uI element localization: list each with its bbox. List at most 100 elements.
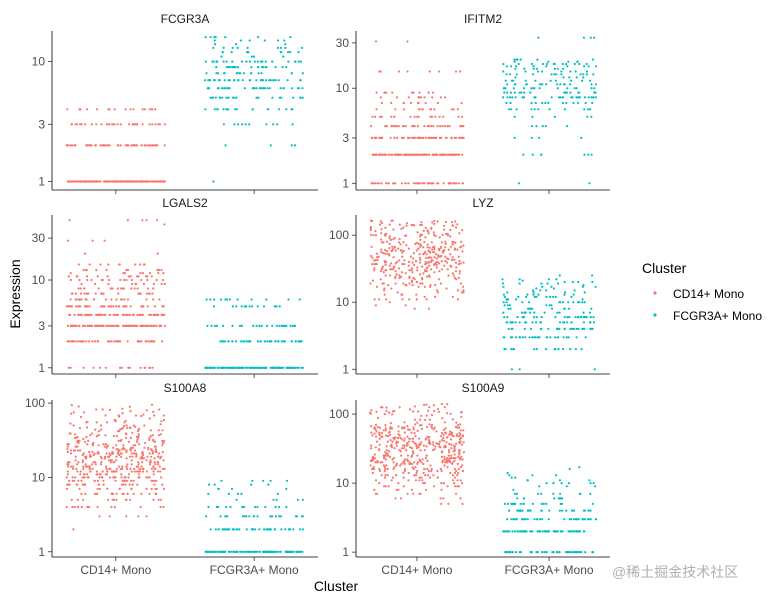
data-point-cd14 bbox=[83, 305, 87, 308]
data-point-cd14 bbox=[69, 272, 72, 275]
data-point-fcgr3a bbox=[526, 479, 530, 482]
data-point-cd14 bbox=[444, 242, 447, 245]
data-point-fcgr3a bbox=[524, 336, 527, 339]
data-point-cd14 bbox=[96, 505, 99, 509]
data-point-fcgr3a bbox=[571, 280, 575, 284]
data-point-fcgr3a bbox=[213, 324, 216, 327]
data-point-cd14 bbox=[427, 260, 430, 263]
data-point-cd14 bbox=[452, 240, 455, 244]
data-point-cd14 bbox=[158, 408, 161, 411]
data-point-cd14 bbox=[82, 268, 85, 272]
data-point-cd14 bbox=[430, 268, 433, 271]
data-point-cd14 bbox=[427, 232, 430, 235]
data-point-fcgr3a bbox=[592, 73, 595, 76]
data-point-cd14 bbox=[100, 476, 103, 479]
data-point-fcgr3a bbox=[291, 108, 294, 111]
data-point-cd14 bbox=[76, 470, 79, 473]
data-point-cd14 bbox=[418, 443, 421, 446]
data-point-cd14 bbox=[152, 439, 155, 442]
data-point-cd14 bbox=[122, 446, 125, 449]
data-point-fcgr3a bbox=[213, 43, 217, 46]
data-point-fcgr3a bbox=[549, 79, 552, 82]
data-point-cd14 bbox=[443, 125, 446, 128]
data-point-fcgr3a bbox=[223, 340, 227, 343]
data-point-fcgr3a bbox=[514, 298, 518, 301]
data-point-cd14 bbox=[415, 280, 418, 284]
data-point-fcgr3a bbox=[580, 136, 583, 139]
data-point-cd14 bbox=[408, 275, 411, 278]
data-point-cd14 bbox=[103, 445, 106, 448]
data-point-cd14 bbox=[423, 182, 426, 185]
data-point-fcgr3a bbox=[570, 551, 574, 554]
data-point-fcgr3a bbox=[593, 91, 596, 94]
data-point-cd14 bbox=[117, 414, 120, 417]
data-point-cd14 bbox=[391, 427, 394, 430]
data-point-fcgr3a bbox=[258, 324, 261, 327]
data-point-cd14 bbox=[161, 450, 164, 454]
data-point-fcgr3a bbox=[237, 66, 240, 69]
data-point-fcgr3a bbox=[301, 96, 304, 99]
data-point-cd14 bbox=[153, 313, 156, 316]
data-point-cd14 bbox=[141, 108, 144, 111]
data-point-fcgr3a bbox=[236, 298, 239, 301]
data-point-cd14 bbox=[125, 450, 128, 454]
data-point-fcgr3a bbox=[517, 182, 521, 185]
data-point-cd14 bbox=[95, 408, 98, 411]
data-point-fcgr3a bbox=[262, 479, 265, 482]
data-point-cd14 bbox=[141, 313, 144, 316]
data-point-cd14 bbox=[132, 108, 135, 111]
data-point-cd14 bbox=[400, 454, 403, 457]
data-point-cd14 bbox=[373, 432, 376, 435]
data-point-fcgr3a bbox=[541, 125, 544, 128]
data-point-cd14 bbox=[140, 465, 143, 468]
data-point-fcgr3a bbox=[274, 340, 277, 343]
data-point-cd14 bbox=[454, 485, 457, 488]
data-point-cd14 bbox=[122, 287, 125, 290]
data-point-cd14 bbox=[149, 366, 152, 369]
data-point-cd14 bbox=[391, 440, 394, 443]
data-point-cd14 bbox=[140, 414, 143, 418]
data-point-fcgr3a bbox=[241, 366, 244, 369]
data-point-cd14 bbox=[452, 182, 455, 185]
data-point-cd14 bbox=[115, 324, 118, 327]
y-tick-label: 3 bbox=[38, 117, 45, 131]
data-point-fcgr3a bbox=[271, 60, 274, 63]
data-point-cd14 bbox=[99, 463, 102, 466]
data-point-cd14 bbox=[156, 470, 160, 473]
data-point-fcgr3a bbox=[285, 324, 288, 327]
data-point-fcgr3a bbox=[578, 551, 581, 554]
data-point-fcgr3a bbox=[269, 366, 272, 369]
data-point-fcgr3a bbox=[275, 324, 278, 327]
data-point-cd14 bbox=[422, 471, 425, 475]
data-point-cd14 bbox=[136, 470, 139, 473]
data-point-fcgr3a bbox=[535, 321, 538, 324]
data-point-cd14 bbox=[461, 458, 464, 461]
data-point-cd14 bbox=[121, 483, 124, 486]
data-point-fcgr3a bbox=[215, 66, 218, 69]
data-point-fcgr3a bbox=[256, 305, 259, 308]
data-point-cd14 bbox=[66, 443, 69, 446]
data-point-fcgr3a bbox=[277, 79, 280, 82]
data-point-cd14 bbox=[408, 298, 411, 301]
data-point-cd14 bbox=[158, 324, 161, 327]
data-point-cd14 bbox=[124, 476, 127, 479]
data-point-cd14 bbox=[428, 70, 431, 73]
data-point-cd14 bbox=[139, 263, 142, 266]
data-point-cd14 bbox=[380, 182, 383, 185]
data-point-fcgr3a bbox=[273, 550, 276, 553]
data-point-cd14 bbox=[82, 437, 85, 440]
data-point-fcgr3a bbox=[246, 340, 249, 343]
data-point-cd14 bbox=[115, 448, 118, 451]
data-point-cd14 bbox=[458, 426, 461, 429]
data-point-cd14 bbox=[388, 450, 391, 453]
data-point-fcgr3a bbox=[228, 528, 231, 531]
data-point-fcgr3a bbox=[513, 83, 516, 86]
data-point-cd14 bbox=[95, 435, 99, 438]
data-point-fcgr3a bbox=[531, 502, 534, 505]
data-point-fcgr3a bbox=[529, 509, 532, 512]
data-point-cd14 bbox=[403, 421, 406, 424]
data-point-cd14 bbox=[435, 266, 438, 269]
data-point-cd14 bbox=[457, 485, 460, 488]
data-point-fcgr3a bbox=[589, 79, 592, 82]
data-point-cd14 bbox=[88, 505, 91, 509]
